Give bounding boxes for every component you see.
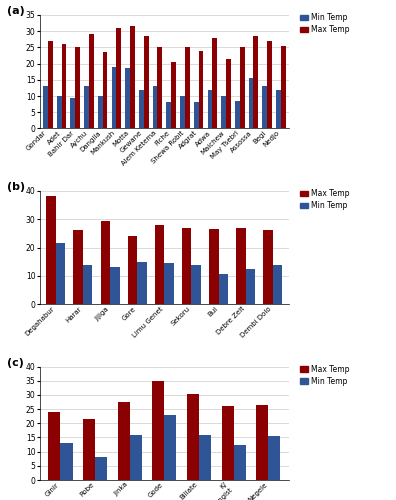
Bar bbox=[191, 264, 201, 304]
Bar bbox=[164, 263, 174, 304]
Bar bbox=[273, 264, 282, 304]
Bar bbox=[144, 36, 148, 128]
Text: (b): (b) bbox=[7, 182, 25, 192]
Bar bbox=[48, 412, 61, 480]
Bar bbox=[209, 229, 219, 304]
Bar bbox=[95, 458, 107, 480]
Bar bbox=[246, 269, 255, 304]
Bar bbox=[48, 41, 53, 128]
Bar bbox=[116, 28, 121, 128]
Bar bbox=[89, 34, 94, 128]
Bar bbox=[110, 268, 120, 304]
Bar bbox=[253, 36, 258, 128]
Bar bbox=[267, 41, 272, 128]
Bar bbox=[137, 262, 147, 304]
Bar bbox=[101, 220, 110, 304]
Bar bbox=[166, 102, 171, 128]
Bar bbox=[236, 228, 246, 304]
Bar bbox=[164, 415, 177, 480]
Bar bbox=[152, 381, 164, 480]
Bar bbox=[155, 225, 164, 304]
Bar bbox=[83, 264, 93, 304]
Text: (c): (c) bbox=[7, 358, 24, 368]
Bar bbox=[118, 402, 130, 480]
Legend: Max Temp, Min Temp: Max Temp, Min Temp bbox=[301, 364, 350, 386]
Bar bbox=[256, 405, 268, 480]
Bar bbox=[153, 86, 158, 128]
Bar bbox=[83, 419, 95, 480]
Bar bbox=[212, 38, 217, 128]
Bar bbox=[61, 44, 67, 128]
Legend: Min Temp, Max Temp: Min Temp, Max Temp bbox=[301, 13, 350, 34]
Bar bbox=[180, 96, 185, 128]
Bar bbox=[46, 196, 56, 304]
Bar bbox=[98, 96, 103, 128]
Bar bbox=[61, 443, 72, 480]
Bar bbox=[84, 86, 89, 128]
Bar bbox=[75, 48, 80, 128]
Bar bbox=[235, 101, 240, 128]
Bar bbox=[262, 86, 267, 128]
Bar bbox=[263, 230, 273, 304]
Legend: Max Temp, Min Temp: Max Temp, Min Temp bbox=[301, 189, 350, 210]
Bar bbox=[57, 96, 61, 128]
Bar bbox=[199, 434, 211, 480]
Bar bbox=[208, 90, 212, 128]
Bar bbox=[185, 48, 190, 128]
Bar bbox=[70, 98, 75, 128]
Text: (a): (a) bbox=[7, 6, 25, 16]
Bar bbox=[221, 406, 234, 480]
Bar bbox=[158, 48, 162, 128]
Bar bbox=[249, 78, 253, 128]
Bar bbox=[56, 243, 65, 304]
Bar bbox=[43, 86, 48, 128]
Bar bbox=[187, 394, 199, 480]
Bar bbox=[130, 26, 135, 128]
Bar bbox=[194, 102, 199, 128]
Bar bbox=[139, 90, 144, 128]
Bar bbox=[221, 96, 226, 128]
Bar bbox=[276, 90, 281, 128]
Bar bbox=[281, 46, 286, 128]
Bar bbox=[171, 62, 176, 128]
Bar bbox=[199, 50, 204, 128]
Bar bbox=[240, 48, 244, 128]
Bar bbox=[103, 52, 107, 128]
Bar bbox=[268, 436, 280, 480]
Bar bbox=[226, 58, 231, 128]
Bar bbox=[128, 236, 137, 304]
Bar bbox=[182, 228, 191, 304]
Bar bbox=[130, 434, 142, 480]
Bar bbox=[74, 230, 83, 304]
Bar bbox=[125, 68, 130, 128]
Bar bbox=[234, 444, 246, 480]
Bar bbox=[112, 67, 116, 128]
Bar bbox=[219, 274, 228, 304]
